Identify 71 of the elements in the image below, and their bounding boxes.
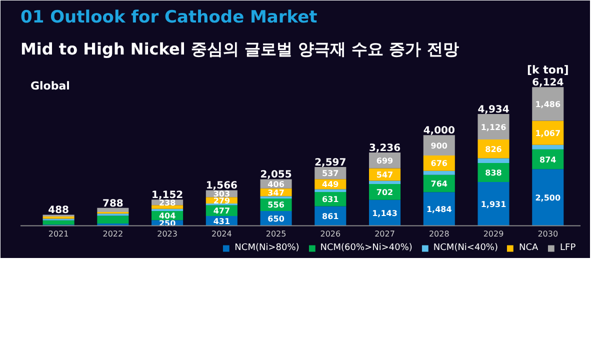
total-label: 4,934: [478, 104, 510, 116]
bar: [369, 180, 401, 184]
data-label: 547: [376, 170, 394, 180]
x-tick-label: 2021: [48, 230, 69, 239]
data-label: 537: [322, 169, 339, 178]
data-label: 279: [213, 196, 230, 206]
data-label: 431: [213, 216, 230, 226]
bar: [532, 120, 564, 145]
data-label: 2,500: [535, 193, 561, 202]
annotation: Global: [30, 80, 70, 93]
legend-label: NCA: [519, 243, 539, 253]
bar: [42, 220, 74, 225]
data-label: 477: [213, 206, 230, 216]
total-label: 3,236: [368, 142, 401, 154]
data-label: 861: [322, 212, 340, 222]
total-label: 4,000: [423, 126, 455, 137]
data-label: 699: [376, 156, 394, 166]
data-label: 556: [268, 200, 285, 210]
data-label: 1,126: [480, 122, 507, 132]
bar: [478, 114, 510, 140]
data-label: 1,067: [535, 128, 561, 138]
data-label: 838: [485, 168, 502, 178]
bar: [423, 170, 455, 175]
x-tick-label: 2028: [428, 230, 450, 239]
data-label: 874: [540, 155, 557, 164]
data-label: 404: [158, 212, 176, 221]
data-label: 826: [485, 144, 502, 154]
legend-label: NCM(60%>Ni>40%): [320, 243, 412, 253]
total-label: 788: [102, 198, 124, 210]
x-tick-label: 2023: [157, 230, 178, 239]
total-label: 6,124: [532, 77, 564, 88]
data-label: 1,486: [535, 100, 561, 109]
x-tick-label: 2026: [320, 230, 341, 239]
x-tick-label: 2024: [211, 230, 232, 239]
legend-label: LFP: [560, 243, 577, 253]
bar: [97, 216, 129, 224]
data-label: 1,931: [480, 200, 507, 209]
data-label: 676: [430, 159, 448, 168]
data-label: 702: [376, 188, 394, 197]
text: [k ton]: [526, 64, 569, 76]
total-label: 1,566: [206, 180, 238, 192]
data-label: 650: [268, 214, 285, 224]
data-label: 1,484: [426, 204, 452, 214]
data-label: 764: [430, 180, 448, 189]
chart-title: 01 Outlook for Cathode Market: [20, 8, 318, 28]
data-label: 631: [322, 195, 340, 204]
bar: [532, 144, 564, 150]
bar: [423, 192, 455, 226]
x-tick-label: 2025: [266, 230, 286, 239]
total-label: 2,597: [314, 157, 346, 168]
data-label: 900: [430, 141, 448, 150]
bar: [314, 189, 346, 192]
x-tick-label: 2027: [374, 230, 395, 239]
chart-subtitle: Mid to High Nickel 중심의 글로벌 양극재 수요 증가 전망: [20, 40, 459, 58]
data-label: 406: [268, 180, 285, 189]
x-tick-label: 2030: [538, 230, 558, 239]
total-label: 488: [48, 205, 70, 216]
bar: [532, 87, 564, 121]
bar: [97, 208, 129, 212]
data-label: 347: [268, 188, 284, 198]
data-label: 303: [213, 190, 230, 199]
data-label: 449: [322, 180, 340, 190]
x-tick-label: 2029: [483, 230, 504, 239]
data-label: 1,143: [372, 208, 398, 218]
bar: [532, 169, 564, 226]
bar: [478, 158, 510, 164]
x-tick-label: 2022: [102, 230, 124, 239]
legend-label: NCM(Ni<40%): [433, 243, 498, 253]
total-label: 2,055: [260, 170, 292, 181]
bar: [478, 182, 510, 226]
legend-label: NCM(Ni>80%): [234, 243, 300, 253]
